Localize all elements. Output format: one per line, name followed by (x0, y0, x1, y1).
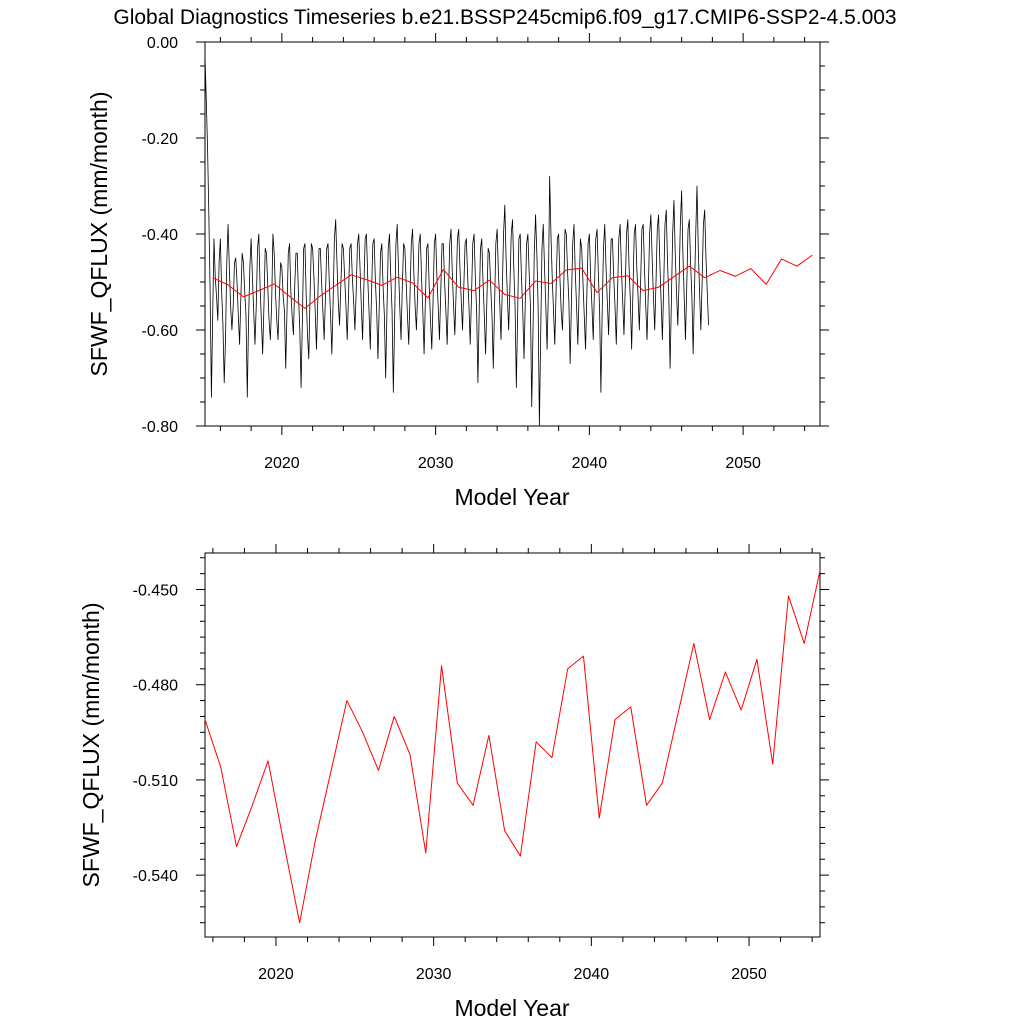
y-tick-label: -0.510 (133, 773, 178, 790)
bottom-tick-marks (196, 544, 829, 946)
bottom-x-axis-title: Model Year (454, 995, 569, 1021)
top-y-tick-labels: -0.80 -0.60 -0.40 -0.20 0.00 (142, 35, 179, 436)
x-tick-label: 2020 (264, 455, 300, 472)
series-line-annual-mean (212, 254, 813, 309)
chart-title: Global Diagnostics Timeseries b.e21.BSSP… (113, 6, 896, 29)
y-tick-label: -0.540 (133, 868, 178, 885)
y-tick-label: -0.80 (142, 419, 179, 436)
bottom-x-tick-labels: 2020 2030 2040 2050 (258, 966, 767, 983)
y-tick-label: 0.00 (147, 35, 178, 52)
y-tick-label: -0.60 (142, 323, 179, 340)
bottom-y-tick-labels: -0.540 -0.510 -0.480 -0.450 (133, 582, 178, 885)
y-tick-label: -0.40 (142, 227, 179, 244)
x-tick-label: 2030 (416, 966, 452, 983)
bottom-panel: 2020 2030 2040 2050 -0.540 -0.510 -0.480 -0.45… (78, 544, 829, 1021)
top-x-axis-title: Model Year (454, 484, 569, 510)
x-tick-label: 2040 (572, 455, 608, 472)
x-tick-label: 2040 (574, 966, 610, 983)
y-tick-label: -0.480 (133, 678, 178, 695)
x-tick-label: 2030 (418, 455, 454, 472)
bottom-y-axis-title: SFWF_QFLUX (mm/month) (78, 603, 104, 888)
y-tick-label: -0.450 (133, 582, 178, 599)
top-tick-marks (196, 33, 829, 435)
top-x-tick-labels: 2020 2030 2040 2050 (264, 455, 761, 472)
x-tick-label: 2020 (258, 966, 294, 983)
top-panel: 2020 2030 2040 2050 -0.80 -0.60 -0.40 -0.20 0.0… (86, 33, 829, 510)
top-series-group (204, 56, 813, 427)
y-tick-label: -0.20 (142, 131, 179, 148)
x-tick-label: 2050 (731, 966, 767, 983)
series-line-monthly (204, 56, 709, 427)
series-line-annual-mean (204, 570, 821, 924)
bottom-plot-frame (204, 552, 821, 938)
x-tick-label: 2050 (725, 455, 761, 472)
bottom-series-group (204, 570, 821, 924)
top-y-axis-title: SFWF_QFLUX (mm/month) (86, 92, 112, 377)
